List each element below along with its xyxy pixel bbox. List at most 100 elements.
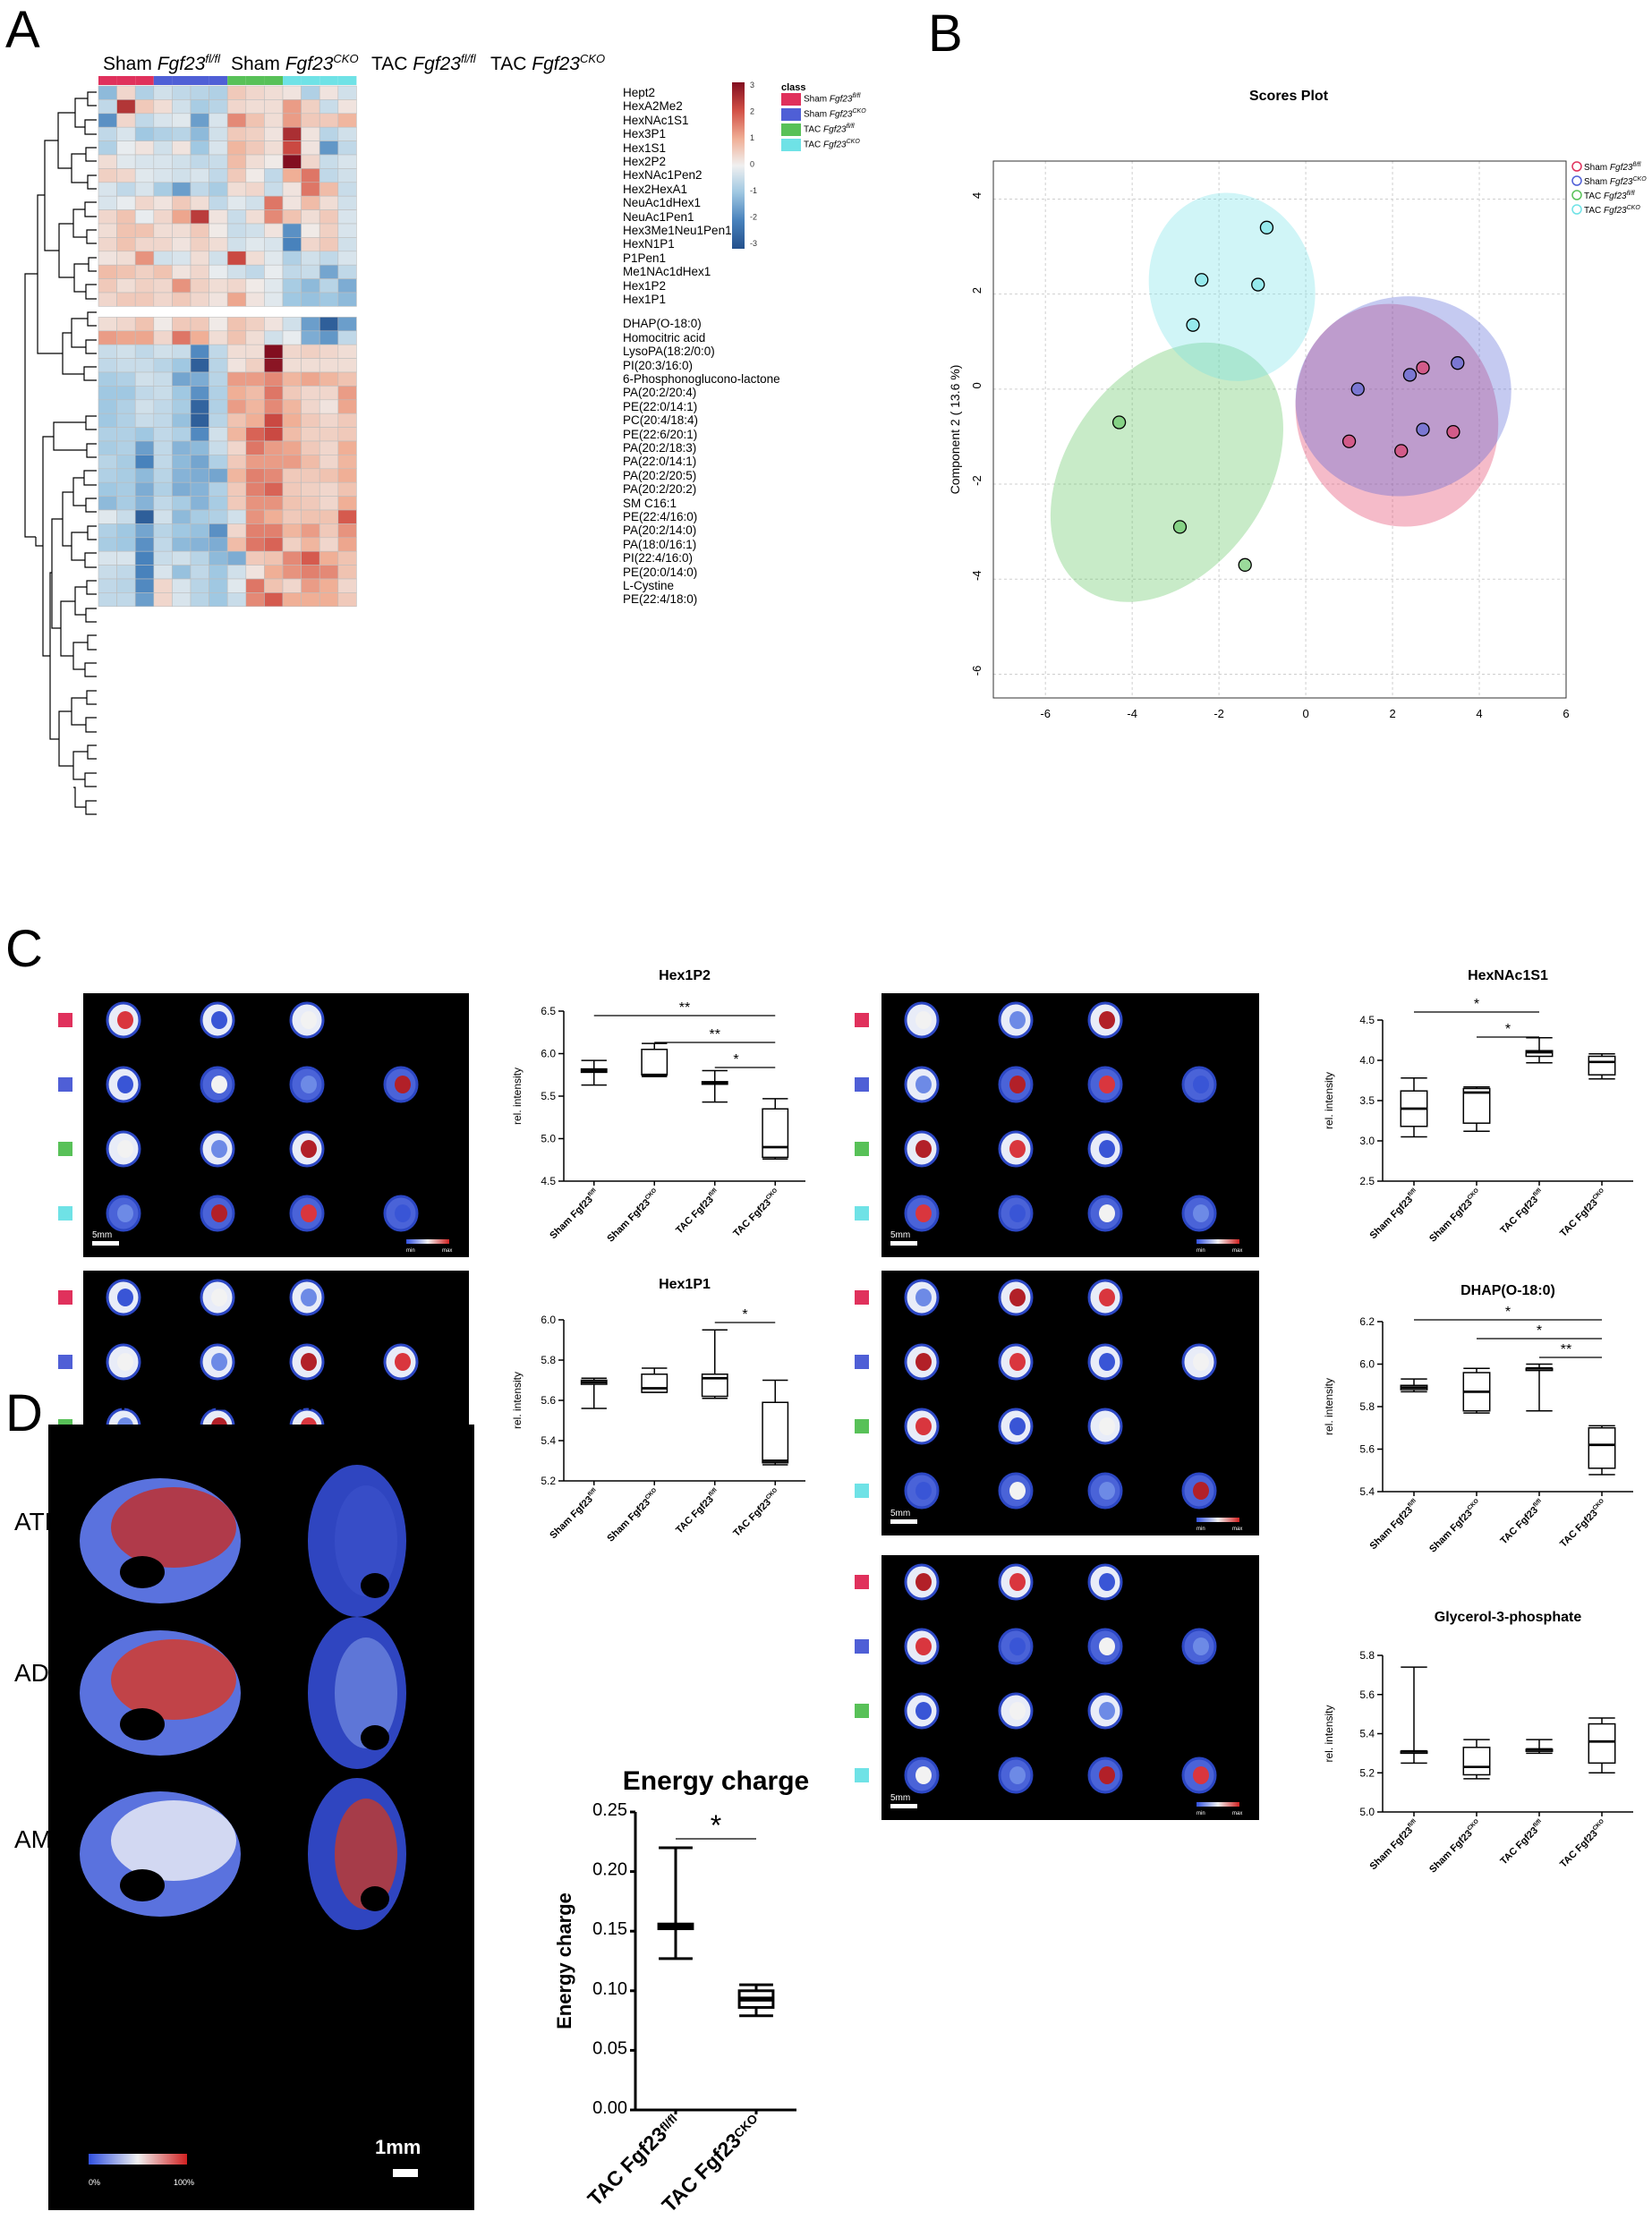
group-color-marker: [58, 1013, 72, 1027]
energy-image: 0% 100% 1mm: [48, 1425, 474, 2210]
heatmap-cell: [245, 427, 265, 442]
heatmap-cell: [190, 182, 209, 197]
heatmap-cell: [301, 292, 320, 307]
dendrogram-branch: [85, 147, 97, 162]
heatmap-cell: [134, 113, 155, 128]
heatmap-cell: [172, 550, 192, 566]
heatmap-cell: [153, 237, 173, 252]
heatmap-cell: [319, 223, 339, 238]
heatmap-cell: [301, 113, 320, 128]
heatmap-cell: [301, 154, 320, 169]
tissue-core: [1009, 1573, 1026, 1591]
heatmap-cell: [319, 99, 339, 115]
heatmap-cell: [190, 386, 209, 401]
heatmap-cell: [226, 344, 247, 359]
heatmap-cell: [209, 455, 228, 470]
x-tick-label: 2: [1389, 707, 1395, 720]
heatmap-cell: [116, 496, 136, 511]
heatmap-cell: [245, 126, 265, 141]
heatmap-row-label: DHAP(O-18:0): [623, 317, 702, 331]
heatmap-cell: [98, 330, 117, 345]
category-sup: CKO: [1467, 1187, 1480, 1201]
class-legend-prefix: TAC: [804, 140, 824, 150]
heatmap-cell: [264, 182, 284, 197]
heatmap-cell: [190, 440, 209, 455]
scalebar: [393, 2169, 418, 2177]
tissue-core: [1009, 1353, 1026, 1371]
heatmap-cell: [190, 168, 209, 183]
group-color-marker: [855, 1484, 869, 1498]
heatmap-cell: [264, 399, 284, 414]
heatmap-cell: [245, 399, 265, 414]
box: [762, 1401, 789, 1464]
msi-image-spots: min max 5mm: [890, 1001, 1242, 1254]
heatmap-cell: [134, 468, 155, 483]
heatmap-cell: [245, 496, 265, 511]
heatmap-cell: [245, 371, 265, 387]
category-sup: CKO: [731, 2112, 760, 2140]
group-sup: fl/fl: [460, 52, 476, 65]
tissue-core: [915, 1417, 932, 1435]
heatmap-cell: [98, 278, 117, 293]
score-point: [1402, 368, 1418, 382]
heatmap-cell: [282, 537, 302, 552]
legend-gene: Fgf23: [1604, 206, 1627, 216]
heatmap-cell: [319, 195, 339, 210]
category-prefix: Sham Fgf23: [1368, 1195, 1416, 1242]
heatmap-cell: [190, 99, 209, 115]
group-bar-cell: [264, 76, 283, 85]
heatmap-cell: [153, 113, 173, 128]
heatmap-cell: [134, 195, 155, 210]
heatmap-cell: [226, 523, 247, 539]
tissue-left-signal: [111, 1800, 236, 1881]
heatmap-row-label: L-Cystine: [623, 579, 675, 592]
color-scale-tick: 2: [750, 107, 754, 116]
heatmap-cell: [98, 496, 117, 511]
group-prefix: TAC: [371, 54, 413, 74]
legend-prefix: Sham: [1584, 163, 1610, 173]
heatmap-cell: [116, 182, 136, 197]
x-tick-label: 0: [1302, 707, 1308, 720]
heatmap-cell: [301, 440, 320, 455]
category-prefix: Sham Fgf23: [605, 1497, 652, 1544]
tissue-core: [1009, 1204, 1026, 1222]
heatmap-cell: [226, 578, 247, 593]
heatmap-cell: [264, 427, 284, 442]
heatmap-cell: [319, 413, 339, 428]
heatmap-cell: [245, 140, 265, 156]
panel-label-d: D: [5, 1384, 43, 1442]
heatmap-cell: [153, 496, 173, 511]
heatmap-cell: [337, 399, 357, 414]
heatmap-cell: [226, 427, 247, 442]
group-bar-cell: [135, 76, 154, 85]
heatmap-cell: [226, 237, 247, 252]
heatmap-cell: [319, 344, 339, 359]
heatmap-cell: [172, 251, 192, 266]
heatmap-cell: [226, 209, 247, 225]
category-sup: CKO: [1592, 1818, 1605, 1832]
heatmap-cell: [245, 182, 265, 197]
heatmap-cell: [264, 386, 284, 401]
panel-label-a: A: [5, 1, 40, 59]
heatmap-cell: [245, 537, 265, 552]
heatmap-cell: [301, 195, 320, 210]
category-prefix: TAC Fgf23: [1558, 1197, 1600, 1239]
heatmap-cell: [337, 278, 357, 293]
heatmap-cell: [337, 251, 357, 266]
x-tick-label: TAC Fgf23CKO: [1557, 1187, 1609, 1239]
heatmap-cell: [264, 578, 284, 593]
tissue-core: [395, 1204, 411, 1222]
heatmap-cell: [134, 278, 155, 293]
heatmap-cell: [172, 278, 192, 293]
y-axis-label: Energy charge: [553, 1893, 575, 2029]
heatmap-cell: [282, 413, 302, 428]
heatmap-cell: [172, 509, 192, 524]
heatmap-cell: [209, 578, 228, 593]
heatmap-cell: [209, 523, 228, 539]
heatmap-row-label: PA(20:2/20:5): [623, 468, 697, 482]
color-scale-tick: -2: [750, 213, 757, 222]
tissue-hole: [361, 1573, 389, 1598]
dendrogram-branch: [83, 470, 97, 486]
color-scale-tick: -1: [750, 186, 757, 195]
heatmap-cell: [153, 99, 173, 115]
